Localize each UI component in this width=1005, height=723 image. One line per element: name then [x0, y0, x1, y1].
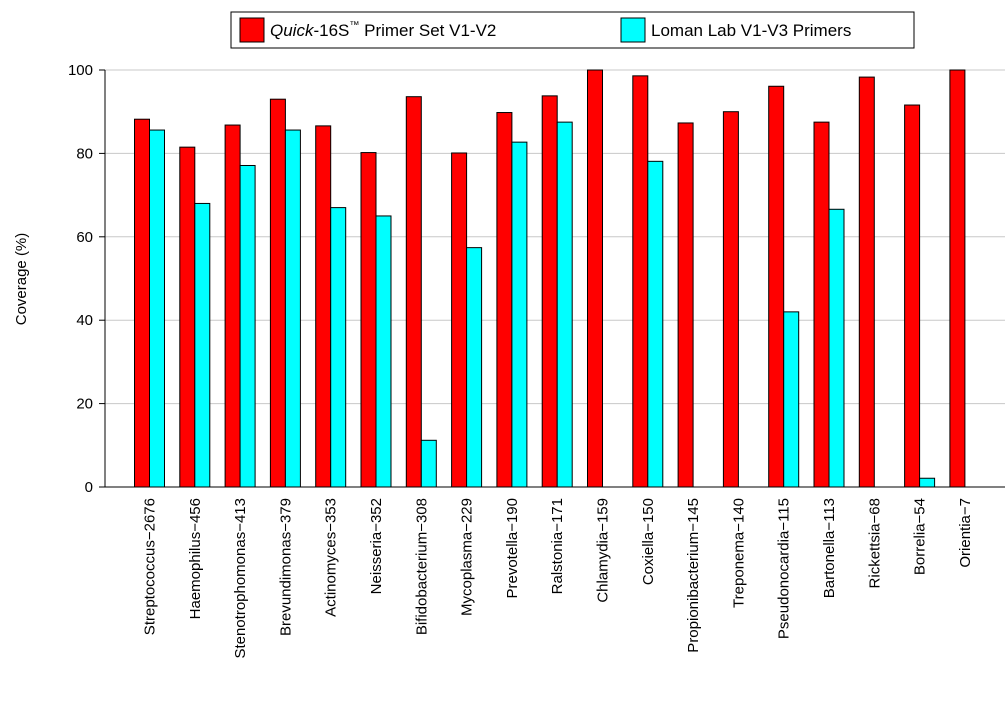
x-category-label: Mycoplasma−229 [459, 498, 476, 616]
bar-series-1 [541, 95, 558, 488]
bar-series-1 [179, 146, 196, 488]
legend-label-series-1: Quick-16S™ Primer Set V1-V2 [270, 20, 496, 40]
bar-series-2 [420, 439, 437, 488]
legend-label-series-1-rest: -16S [313, 21, 349, 40]
x-category-label: Actinomyces−353 [323, 498, 340, 617]
legend-swatch-series-2 [620, 17, 646, 43]
legend-box [230, 11, 915, 49]
bar-series-2 [284, 129, 301, 488]
x-category-label: Propionibacterium−145 [685, 498, 702, 653]
x-category-label: Ralstonia−171 [549, 498, 566, 594]
bar-series-1 [677, 122, 694, 488]
bar-series-2 [466, 247, 483, 488]
bar-series-2 [239, 164, 256, 488]
x-category-label: Pseudonocardia−115 [776, 498, 793, 639]
bar-series-1 [858, 76, 875, 488]
x-category-label: Streptococcus−2676 [142, 498, 159, 635]
bar-series-1 [722, 111, 739, 488]
bar-series-1 [587, 69, 603, 488]
y-tick-label: 60 [76, 229, 93, 246]
bar-series-2 [375, 215, 392, 488]
bar-series-1 [496, 112, 513, 488]
x-category-label: Neisseria−352 [368, 498, 385, 594]
bar-series-1 [134, 118, 150, 488]
y-tick-label: 80 [76, 145, 93, 162]
x-category-label: Chlamydia−159 [595, 498, 612, 603]
bar-series-1 [768, 85, 785, 488]
bar-series-1 [315, 125, 332, 488]
legend: Quick-16S™ Primer Set V1-V2 Loman Lab V1… [230, 11, 915, 49]
bar-series-1 [632, 75, 649, 488]
y-tick-labels: 0 20 40 60 80 100 [68, 62, 93, 496]
x-category-label: Brevundimonas−379 [277, 498, 294, 636]
y-tick-label: 100 [68, 62, 93, 79]
category-labels: Streptococcus−2676 Haemophilus−456 Stenotr… [142, 498, 974, 659]
bar-series-1 [269, 98, 286, 488]
legend-swatch-series-1 [239, 17, 265, 43]
bars [134, 69, 966, 488]
bar-series-1 [813, 121, 830, 488]
x-category-label: Prevotella−190 [504, 498, 521, 599]
bar-series-2 [828, 208, 845, 488]
bar-series-2 [919, 477, 936, 488]
x-category-label: Rickettsia−68 [866, 498, 883, 588]
bar-series-2 [194, 202, 211, 488]
y-tick-label: 40 [76, 312, 93, 329]
legend-label-series-1-tail: Primer Set V1-V2 [359, 21, 496, 40]
x-category-label: Borrelia−54 [912, 498, 929, 575]
x-category-label: Bartonella−113 [821, 498, 838, 598]
bar-series-2 [330, 207, 347, 488]
x-category-label: Treponema−140 [730, 498, 747, 608]
x-category-label: Haemophilus−456 [187, 498, 204, 619]
bar-series-1 [904, 104, 921, 488]
legend-label-series-1-italic: Quick [270, 21, 315, 40]
bar-series-1 [360, 152, 377, 488]
x-category-label: Bifidobacterium−308 [413, 498, 430, 635]
bar-series-1 [405, 96, 422, 488]
bar-series-2 [556, 121, 573, 488]
bar-series-2 [511, 141, 528, 488]
bar-series-1 [451, 152, 468, 488]
x-category-label: Coxiella−150 [640, 498, 657, 585]
legend-label-series-1-sup: ™ [349, 20, 359, 31]
y-tick-label: 20 [76, 396, 93, 413]
bar-series-2 [149, 129, 165, 488]
x-category-label: Orientia−7 [957, 498, 974, 568]
bar-series-1 [224, 124, 241, 488]
y-axis-label: Coverage (%) [13, 233, 30, 326]
x-category-label: Stenotrophomonas−413 [232, 498, 249, 659]
legend-label-series-2: Loman Lab V1-V3 Primers [651, 21, 851, 40]
axes [99, 69, 1005, 488]
bar-series-2 [647, 160, 664, 488]
y-tick-label: 0 [85, 479, 93, 496]
bar-series-1 [949, 69, 966, 488]
bar-series-2 [783, 311, 800, 488]
